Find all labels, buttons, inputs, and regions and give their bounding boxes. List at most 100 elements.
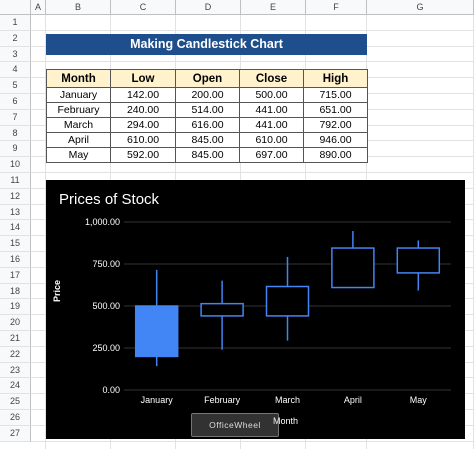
y-tick-label: 250.00 bbox=[92, 343, 120, 353]
table-cell[interactable]: 500.00 bbox=[239, 87, 304, 103]
row-header-27[interactable]: 27 bbox=[0, 425, 31, 442]
grid-line bbox=[45, 15, 46, 449]
table-row: February 240.00 514.00 441.00 651.00 bbox=[46, 102, 368, 118]
x-tick-label: May bbox=[410, 395, 428, 405]
column-header-g[interactable]: G bbox=[367, 0, 474, 15]
row-header-1[interactable]: 1 bbox=[0, 15, 31, 31]
row-header-5[interactable]: 5 bbox=[0, 78, 31, 94]
table-cell[interactable]: 697.00 bbox=[239, 147, 304, 163]
column-header-e[interactable]: E bbox=[241, 0, 306, 15]
chart-plot-area: 0.00 250.00 500.00 750.00 1,000.00 January Feb… bbox=[85, 217, 451, 405]
table-row: April 610.00 845.00 610.00 946.00 bbox=[46, 132, 368, 148]
chart-title: Prices of Stock bbox=[59, 191, 160, 208]
table-cell[interactable]: 441.00 bbox=[239, 117, 304, 133]
candle-body bbox=[134, 305, 179, 358]
candle-body bbox=[265, 285, 310, 317]
table-row: January 142.00 200.00 500.00 715.00 bbox=[46, 87, 368, 103]
watermark-logo: OfficeWheel bbox=[191, 413, 279, 437]
table-cell[interactable]: 845.00 bbox=[175, 132, 240, 148]
y-tick-label: 0.00 bbox=[102, 385, 120, 395]
table-cell[interactable]: 240.00 bbox=[110, 102, 176, 118]
column-header-a[interactable]: A bbox=[31, 0, 46, 15]
candle-body bbox=[200, 302, 244, 317]
row-header-10[interactable]: 10 bbox=[0, 157, 31, 173]
column-header-b[interactable]: B bbox=[46, 0, 111, 15]
select-all-corner[interactable] bbox=[0, 0, 31, 15]
row-header-13[interactable]: 13 bbox=[0, 204, 31, 221]
table-cell[interactable]: 142.00 bbox=[110, 87, 176, 103]
table-cell[interactable]: 200.00 bbox=[175, 87, 240, 103]
candle-body bbox=[331, 247, 375, 289]
table-cell[interactable]: April bbox=[46, 132, 111, 148]
table-cell[interactable]: 890.00 bbox=[303, 147, 368, 163]
table-cell[interactable]: 610.00 bbox=[239, 132, 304, 148]
header-low[interactable]: Low bbox=[110, 69, 176, 88]
header-month[interactable]: Month bbox=[46, 69, 111, 88]
x-tick-label: February bbox=[204, 395, 241, 405]
table-cell[interactable]: January bbox=[46, 87, 111, 103]
grid-line bbox=[31, 29, 474, 31]
table-header-row: Month Low Open Close High bbox=[46, 69, 368, 88]
row-header-14[interactable]: 14 bbox=[0, 220, 31, 237]
x-tick-label: March bbox=[275, 395, 300, 405]
candle-body bbox=[396, 247, 441, 274]
column-header-c[interactable]: C bbox=[111, 0, 176, 15]
row-header-12[interactable]: 12 bbox=[0, 188, 31, 205]
row-header-16[interactable]: 16 bbox=[0, 252, 31, 268]
row-header-19[interactable]: 19 bbox=[0, 299, 31, 316]
table-cell[interactable]: 514.00 bbox=[175, 102, 240, 118]
y-tick-label: 1,000.00 bbox=[85, 217, 120, 227]
table-cell[interactable]: 441.00 bbox=[239, 102, 304, 118]
row-header-6[interactable]: 6 bbox=[0, 94, 31, 110]
column-header-d[interactable]: D bbox=[176, 0, 241, 15]
row-header-3[interactable]: 3 bbox=[0, 46, 31, 63]
table-cell[interactable]: March bbox=[46, 117, 111, 133]
grid-line bbox=[31, 440, 474, 442]
table-cell[interactable]: 845.00 bbox=[175, 147, 240, 163]
table-cell[interactable]: February bbox=[46, 102, 111, 118]
row-header-9[interactable]: 9 bbox=[0, 141, 31, 158]
table-cell[interactable]: 294.00 bbox=[110, 117, 176, 133]
table-cell[interactable]: May bbox=[46, 147, 111, 163]
x-tick-label: April bbox=[344, 395, 362, 405]
y-tick-label: 750.00 bbox=[92, 259, 120, 269]
column-header-f[interactable]: F bbox=[306, 0, 367, 15]
row-header-7[interactable]: 7 bbox=[0, 109, 31, 126]
y-tick-label: 500.00 bbox=[92, 301, 120, 311]
table-cell[interactable]: 592.00 bbox=[110, 147, 176, 163]
table-cell[interactable]: 616.00 bbox=[175, 117, 240, 133]
row-header-15[interactable]: 15 bbox=[0, 236, 31, 252]
row-header-4[interactable]: 4 bbox=[0, 62, 31, 79]
price-table: Month Low Open Close High January 142.00… bbox=[46, 69, 368, 163]
sheet-title[interactable]: Making Candlestick Chart bbox=[46, 34, 367, 55]
row-header-17[interactable]: 17 bbox=[0, 267, 31, 284]
table-cell[interactable]: 651.00 bbox=[303, 102, 368, 118]
table-row: March 294.00 616.00 441.00 792.00 bbox=[46, 117, 368, 133]
y-axis-label: Price bbox=[52, 279, 62, 302]
grid-line bbox=[31, 172, 474, 173]
table-cell[interactable]: 792.00 bbox=[303, 117, 368, 133]
row-header-8[interactable]: 8 bbox=[0, 125, 31, 142]
table-cell[interactable]: 946.00 bbox=[303, 132, 368, 148]
candlestick-chart[interactable]: Prices of Stock 0.00 250.00 500.00 750.00 1,… bbox=[46, 180, 465, 439]
table-row: May 592.00 845.00 697.00 890.00 bbox=[46, 147, 368, 163]
row-header-18[interactable]: 18 bbox=[0, 283, 31, 300]
header-open[interactable]: Open bbox=[175, 69, 240, 88]
row-header-20[interactable]: 20 bbox=[0, 315, 31, 331]
grid-line bbox=[31, 61, 474, 63]
table-cell[interactable]: 715.00 bbox=[303, 87, 368, 103]
x-axis-label: Month bbox=[272, 416, 298, 426]
row-header-2[interactable]: 2 bbox=[0, 30, 31, 47]
row-header-24[interactable]: 24 bbox=[0, 378, 31, 395]
row-header-22[interactable]: 22 bbox=[0, 346, 31, 363]
row-header-23[interactable]: 23 bbox=[0, 362, 31, 379]
row-header-25[interactable]: 25 bbox=[0, 394, 31, 410]
header-high[interactable]: High bbox=[303, 69, 368, 88]
row-header-21[interactable]: 21 bbox=[0, 331, 31, 347]
header-close[interactable]: Close bbox=[239, 69, 304, 88]
table-cell[interactable]: 610.00 bbox=[110, 132, 176, 148]
row-header-26[interactable]: 26 bbox=[0, 410, 31, 426]
row-header-11[interactable]: 11 bbox=[0, 173, 31, 189]
x-tick-label: January bbox=[141, 395, 174, 405]
